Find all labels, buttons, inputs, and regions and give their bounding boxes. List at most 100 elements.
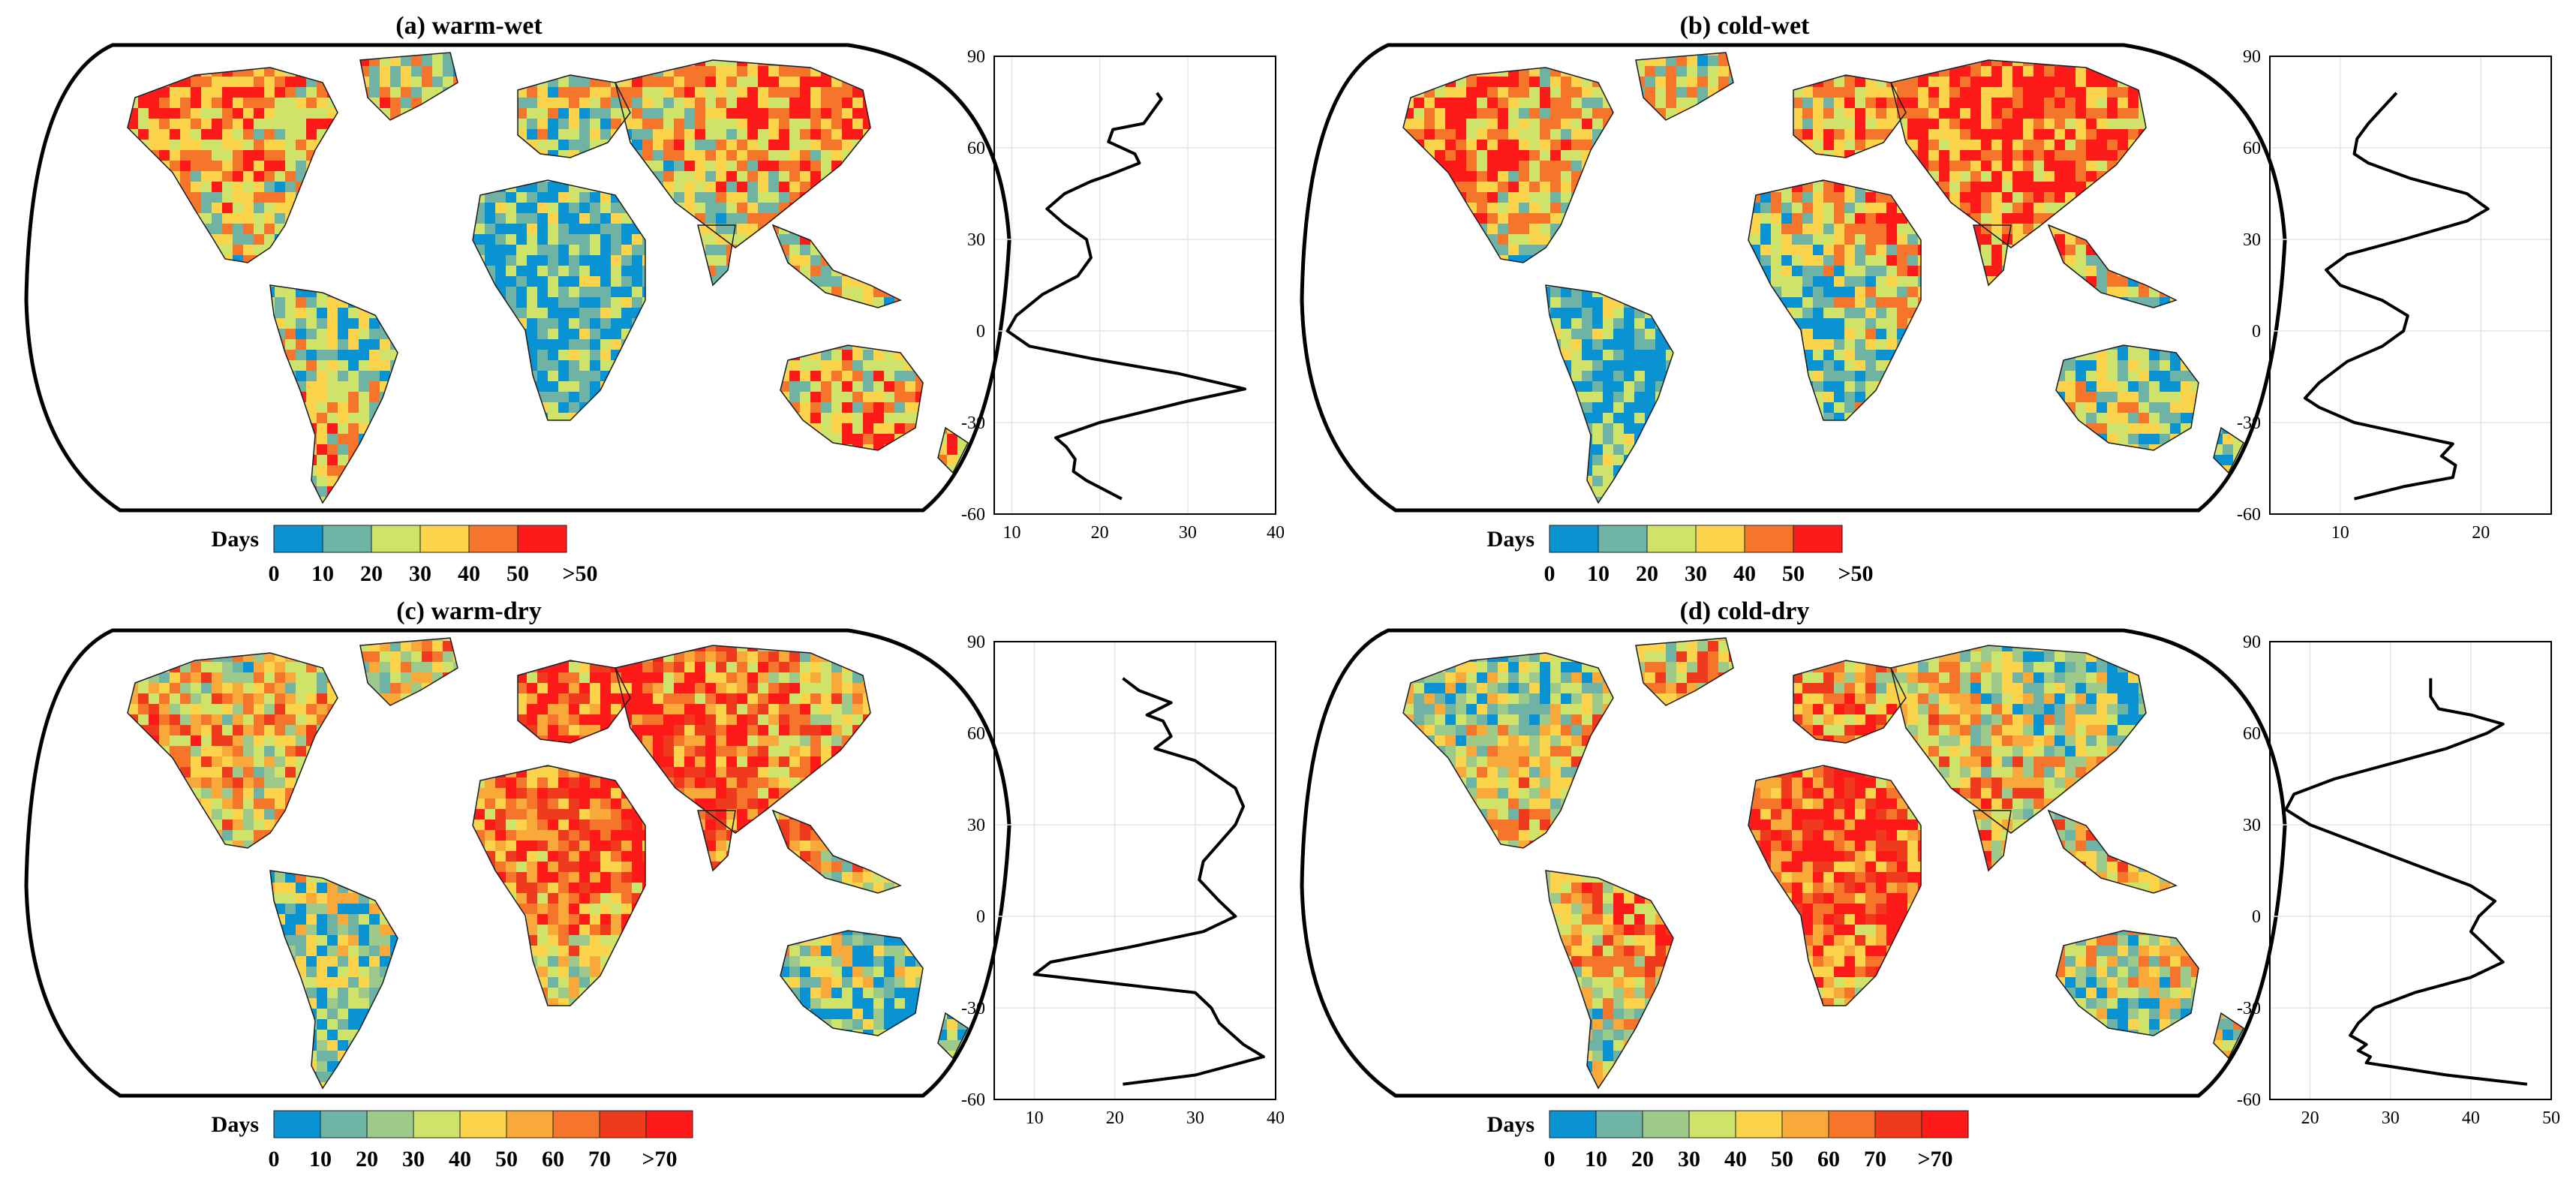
legend-swatch [1921,1110,1969,1138]
panel-a: (a) warm-wet Days 0 10 20 30 40 50 >50 10 20 30 40… [24,12,1285,586]
profile-series-line [2303,92,2490,501]
legend-tick-label: >70 [642,1147,677,1171]
profile-x-tick-label: 40 [2462,1108,2480,1128]
panel-b: (b) cold-wet Days 0 10 20 30 40 50 >50 10 20 90 60… [1300,12,2552,586]
legend-label: Days [212,1112,259,1137]
profile-x-tick-label: 30 [1179,523,1197,543]
legend-tick-label: 0 [269,1147,280,1171]
legend-swatch [1688,1110,1736,1138]
panel-b-title: (b) cold-wet [1680,12,1810,40]
profile-y-tick-label: -30 [961,414,985,433]
profile-series-line [1033,677,1265,1086]
legend-tick-label: 70 [1864,1147,1886,1171]
panel-a-legend: Days 0 10 20 30 40 50 >50 [212,525,598,586]
legend-swatch [552,1110,600,1138]
profile-axes-box [993,56,1276,515]
profile-x-tick-label: 20 [1091,523,1109,543]
legend-tick-label: 40 [1733,561,1756,586]
profile-x-tick-label: 50 [2542,1108,2560,1128]
profile-y-tick-label: 60 [967,139,985,158]
profile-y-tick-label: 30 [967,230,985,250]
legend-swatch [273,1110,321,1138]
profile-series-line [2284,678,2528,1086]
profile-y-tick-label: 90 [967,47,985,67]
profile-y-tick-label: -30 [2237,999,2261,1018]
profile-x-tick-label: 40 [1267,523,1285,543]
legend-swatch [1793,525,1843,553]
profile-x-tick-label: 30 [2382,1108,2400,1128]
legend-tick-label: 50 [506,561,529,586]
profile-axes-box [993,641,1276,1100]
profile-x-tick-label: 10 [1026,1108,1044,1128]
legend-swatch [1646,525,1697,553]
legend-tick-label: >70 [1917,1147,1952,1171]
legend-tick-label: 10 [309,1147,332,1171]
profile-x-tick-label: 10 [1002,523,1020,543]
legend-tick-label: 30 [402,1147,425,1171]
profile-axes-box [2269,641,2552,1100]
legend-tick-label: >50 [1838,561,1873,586]
legend-tick-label: 20 [1631,1147,1654,1171]
legend-swatch [320,1110,368,1138]
legend-tick-label: 10 [1585,1147,1607,1171]
panel-d-title: (d) cold-dry [1680,597,1810,625]
profile-y-tick-label: 60 [2243,139,2261,158]
profile-y-tick-label: 90 [2243,47,2261,67]
panel-b-map [1300,43,2287,513]
legend-tick-label: 50 [495,1147,518,1171]
profile-y-tick-label: 30 [967,816,985,835]
legend-tick-label: 0 [1544,1147,1556,1171]
legend-swatch [366,1110,414,1138]
legend-swatch [1595,1110,1643,1138]
legend-label: Days [1487,1112,1534,1137]
legend-tick-label: 20 [1636,561,1658,586]
panel-b-profile: 10 20 90 60 30 0 -30 -60 [2237,47,2552,543]
map-coastlines [127,52,969,504]
profile-y-tick-label: 30 [2243,230,2261,250]
panel-c-profile: 10 20 30 40 90 60 30 0 -30 -60 [961,633,1285,1128]
map-coastlines [1402,52,2244,504]
legend-tick-label: 10 [311,561,334,586]
profile-x-tick-label: 20 [2301,1108,2319,1128]
panel-c: (c) warm-dry Days 0 10 20 30 40 50 60 70 >70 10 20… [24,597,1285,1171]
map-coastlines [127,637,969,1090]
legend-tick-label: 40 [458,561,480,586]
panel-d: (d) cold-dry Days 0 10 20 30 40 50 60 70 >70 20 30… [1300,597,2560,1171]
profile-y-tick-label: -30 [961,999,985,1018]
legend-swatch [1598,525,1648,553]
legend-swatch [645,1110,693,1138]
legend-tick-label: 20 [356,1147,378,1171]
legend-tick-label: 0 [269,561,280,586]
legend-swatch [1695,525,1745,553]
panel-a-title: (a) warm-wet [395,12,543,40]
legend-swatch [517,525,567,553]
legend-swatch [1874,1110,1922,1138]
legend-tick-label: 30 [409,561,431,586]
panel-a-map [24,43,1011,513]
profile-y-tick-label: 0 [976,907,985,927]
profile-x-tick-label: 10 [2331,523,2349,543]
profile-x-tick-label: 40 [1267,1108,1285,1128]
profile-x-tick-label: 30 [1186,1108,1204,1128]
panel-c-map [24,628,1011,1098]
panel-a-profile: 10 20 30 40 90 60 30 0 -30 -60 [961,47,1285,543]
legend-swatch [1828,1110,1876,1138]
legend-tick-label: 10 [1587,561,1610,586]
profile-y-tick-label: 60 [2243,724,2261,744]
profile-y-tick-label: 60 [967,724,985,744]
legend-swatch [1781,1110,1829,1138]
map-coastlines [1402,637,2244,1090]
legend-swatch [419,525,470,553]
legend-tick-label: 30 [1685,561,1707,586]
panel-b-legend: Days 0 10 20 30 40 50 >50 [1487,525,1874,586]
profile-y-tick-label: 90 [967,633,985,652]
panel-c-legend: Days 0 10 20 30 40 50 60 70 >70 [212,1110,693,1171]
legend-swatch [1549,1110,1597,1138]
legend-tick-label: 0 [1544,561,1556,586]
legend-swatch [1642,1110,1690,1138]
legend-tick-label: 30 [1678,1147,1700,1171]
legend-tick-label: >50 [562,561,597,586]
legend-tick-label: 60 [1817,1147,1840,1171]
profile-x-tick-label: 20 [1106,1108,1124,1128]
